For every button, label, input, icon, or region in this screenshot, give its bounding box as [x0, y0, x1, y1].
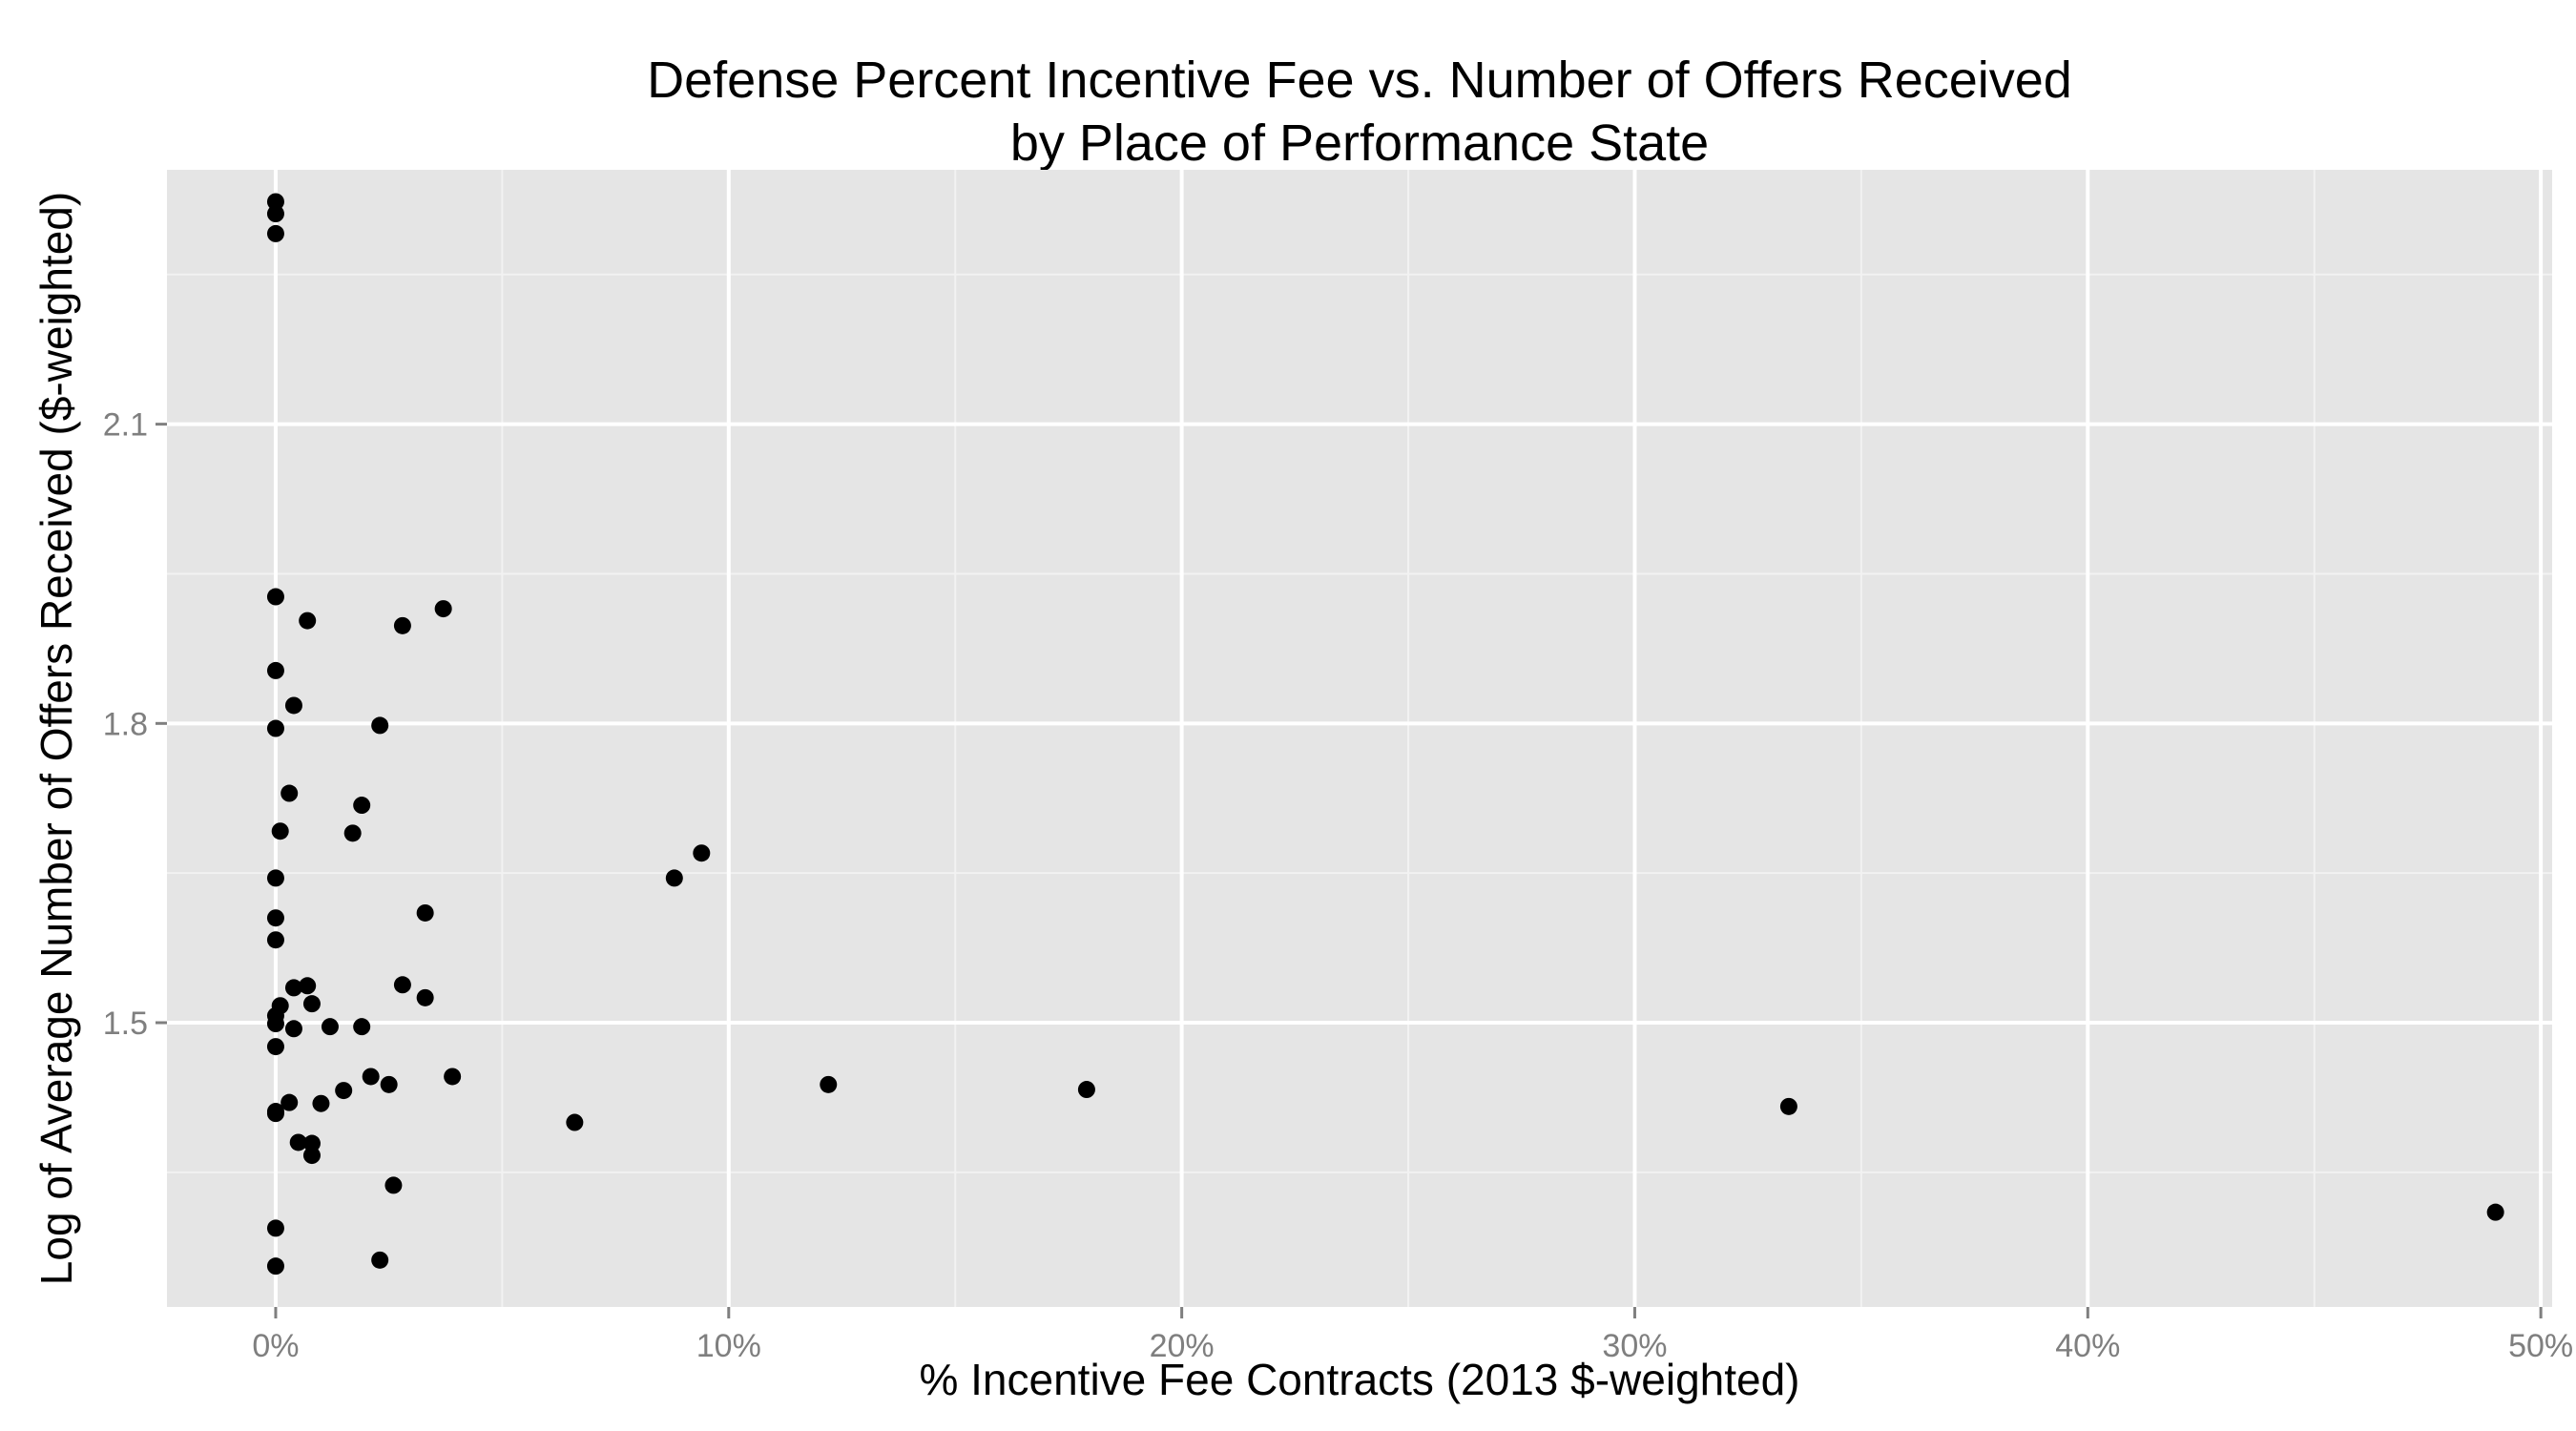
data-point — [266, 661, 284, 679]
data-point — [266, 1015, 284, 1033]
data-point — [271, 822, 289, 840]
y-axis-title: Log of Average Number of Offers Received… — [31, 192, 81, 1285]
data-point — [566, 1113, 584, 1131]
data-point — [434, 600, 452, 618]
x-tick-label: 20% — [1150, 1328, 1215, 1364]
data-point — [393, 616, 411, 634]
data-point — [266, 193, 284, 211]
data-point — [266, 719, 284, 737]
data-point — [284, 979, 302, 997]
data-point — [266, 224, 284, 242]
data-point — [693, 844, 711, 862]
x-axis-ticks — [274, 1307, 2543, 1318]
data-point — [2486, 1203, 2504, 1221]
data-point — [312, 1094, 330, 1112]
data-point — [665, 869, 683, 887]
data-point — [266, 909, 284, 927]
data-point — [284, 1020, 302, 1038]
y-axis-ticks — [156, 423, 167, 1025]
data-point — [820, 1075, 838, 1093]
data-point — [302, 995, 321, 1013]
data-point — [266, 1219, 284, 1237]
data-point — [280, 1093, 299, 1111]
data-point — [1077, 1081, 1095, 1099]
data-point — [353, 797, 371, 815]
data-point — [266, 869, 284, 887]
x-tick-label: 30% — [1602, 1328, 1667, 1364]
major-gridlines — [167, 170, 2552, 1307]
data-point — [266, 1038, 284, 1056]
x-tick-label: 40% — [2055, 1328, 2120, 1364]
chart-title: Defense Percent Incentive Fee vs. Number… — [647, 52, 2072, 109]
x-axis-tick-labels: 0% 10% 20% 30% 40% 50% — [252, 1328, 2573, 1364]
data-point — [266, 205, 284, 223]
minor-gridlines — [167, 170, 2552, 1307]
y-tick-label: 1.5 — [103, 1006, 148, 1042]
data-point — [266, 1257, 284, 1275]
y-axis-tick-labels: 1.5 1.8 2.1 — [103, 407, 148, 1042]
data-point — [266, 1105, 284, 1123]
data-point — [266, 588, 284, 606]
y-tick-label: 2.1 — [103, 407, 148, 444]
x-tick-label: 50% — [2508, 1328, 2573, 1364]
y-tick-label: 1.8 — [103, 706, 148, 742]
data-point — [335, 1082, 353, 1100]
data-point — [444, 1068, 462, 1086]
x-axis-title: % Incentive Fee Contracts (2013 $-weight… — [919, 1355, 1799, 1404]
data-point — [280, 784, 299, 802]
data-point — [393, 976, 411, 994]
data-point — [289, 1133, 307, 1151]
data-point — [380, 1075, 398, 1093]
data-point — [321, 1018, 339, 1036]
x-tick-label: 0% — [252, 1328, 299, 1364]
data-point — [371, 1251, 389, 1269]
data-point — [266, 931, 284, 949]
data-point — [302, 1147, 321, 1165]
data-point — [362, 1068, 380, 1086]
x-tick-label: 10% — [696, 1328, 761, 1364]
data-point — [1779, 1097, 1797, 1115]
data-points — [266, 193, 2504, 1275]
data-point — [416, 988, 434, 1006]
plot-panel — [167, 170, 2552, 1307]
data-point — [353, 1018, 371, 1036]
data-point — [384, 1176, 403, 1194]
data-point — [271, 997, 289, 1015]
data-point — [299, 612, 317, 630]
data-point — [371, 716, 389, 735]
data-point — [284, 696, 302, 715]
data-point — [416, 903, 434, 922]
data-point — [299, 977, 317, 995]
data-point — [302, 1134, 321, 1152]
chart-subtitle: by Place of Performance State — [1010, 114, 1709, 172]
data-point — [343, 824, 362, 842]
